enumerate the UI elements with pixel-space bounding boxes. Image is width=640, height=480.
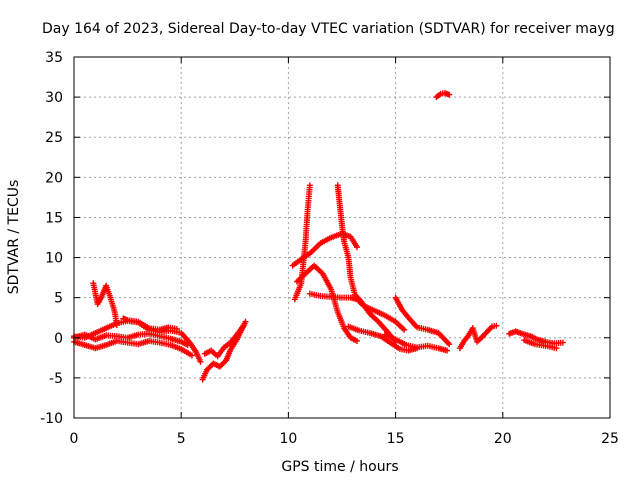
- grid-lines: [74, 57, 610, 418]
- y-tick-label: 20: [45, 170, 63, 186]
- x-tick-label: 5: [177, 431, 186, 447]
- series-H: [291, 182, 313, 303]
- series-D: [90, 280, 120, 328]
- data-point: [354, 337, 361, 344]
- series-E: [120, 315, 180, 333]
- series-P: [433, 90, 453, 101]
- series-Q: [456, 322, 500, 352]
- data-point: [221, 358, 228, 365]
- y-tick-label: 5: [54, 291, 63, 307]
- x-tick-label: 15: [387, 431, 405, 447]
- chart-title: Day 164 of 2023, Sidereal Day-to-day VTE…: [42, 21, 615, 37]
- y-axis-label: SDTVAR / TECUs: [6, 180, 22, 295]
- data-points: [71, 90, 566, 383]
- data-point: [553, 345, 560, 352]
- y-tick-label: 0: [54, 331, 63, 347]
- data-point: [173, 325, 180, 332]
- x-tick-label: 0: [70, 431, 79, 447]
- series-S: [521, 337, 560, 352]
- series-O: [381, 331, 451, 354]
- data-point: [354, 244, 361, 251]
- y-tick-label: 25: [45, 130, 63, 146]
- y-tick-label: 35: [45, 50, 63, 66]
- series-N: [392, 294, 453, 348]
- series-M: [345, 323, 421, 354]
- data-point: [240, 322, 247, 329]
- series-L: [306, 290, 408, 333]
- axis-ticks: 0 5 10 15 20 25 -10 -5 0 5 10 15 20 25 30 35: [40, 50, 619, 447]
- data-point: [359, 301, 366, 308]
- y-tick-label: -5: [49, 371, 63, 387]
- series-B: [71, 337, 195, 359]
- data-point: [401, 326, 408, 333]
- series-C: [71, 330, 191, 348]
- data-point: [184, 341, 191, 348]
- series-K: [293, 262, 361, 344]
- x-tick-label: 20: [494, 431, 512, 447]
- data-point: [242, 318, 249, 325]
- data-point: [559, 339, 566, 346]
- data-point: [197, 358, 204, 365]
- y-tick-label: -10: [40, 411, 63, 427]
- data-point: [493, 322, 500, 329]
- plot-frame: [73, 56, 611, 419]
- data-point: [446, 341, 453, 348]
- data-point: [306, 182, 313, 189]
- y-tick-label: 30: [45, 90, 63, 106]
- y-tick-label: 15: [45, 210, 63, 226]
- x-tick-label: 10: [279, 431, 297, 447]
- x-tick-label: 25: [601, 431, 619, 447]
- data-point: [444, 347, 451, 354]
- data-point: [446, 91, 453, 98]
- series-G: [201, 322, 247, 360]
- data-point: [188, 352, 195, 359]
- y-tick-label: 10: [45, 251, 63, 267]
- data-point: [113, 321, 120, 328]
- x-axis-label: GPS time / hours: [281, 459, 398, 475]
